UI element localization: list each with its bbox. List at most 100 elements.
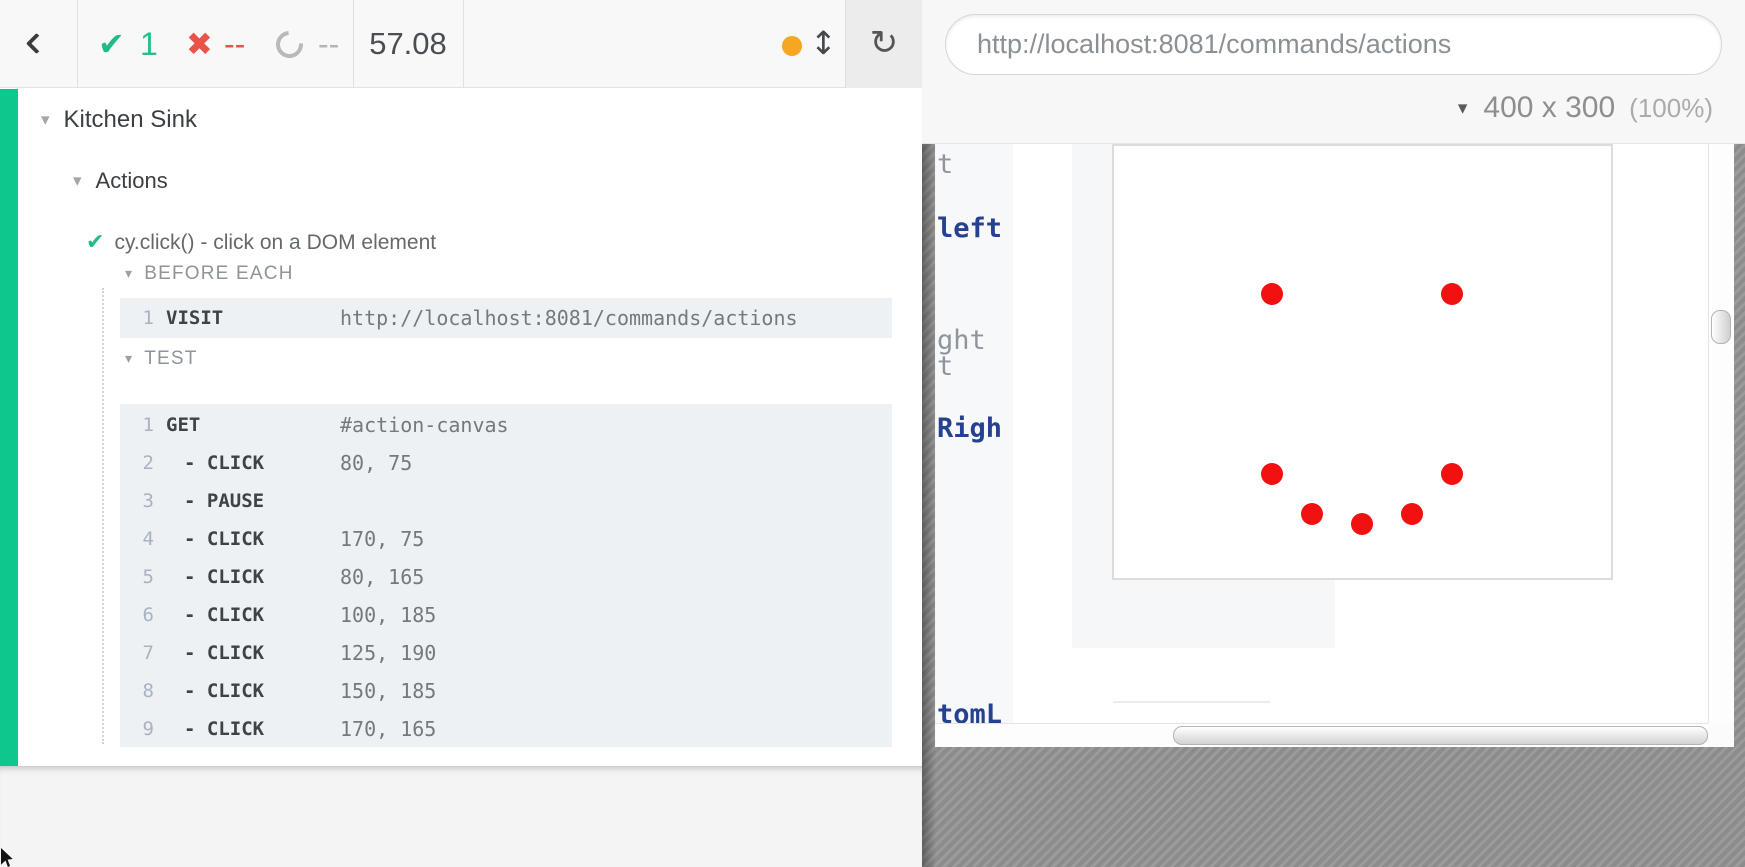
command-row[interactable]: 2 - CLICK 80, 75 xyxy=(120,444,892,482)
command-message: 170, 75 xyxy=(340,527,425,551)
hook-label: TEST xyxy=(144,348,198,369)
horizontal-scrollbar-thumb[interactable] xyxy=(1173,726,1708,745)
command-method: - CLICK xyxy=(184,452,265,474)
command-method: - CLICK xyxy=(184,680,265,702)
chevron-down-icon: ▾ xyxy=(41,110,50,130)
command-message: 100, 185 xyxy=(340,603,437,627)
suite-row[interactable]: ▾ Actions xyxy=(73,168,168,194)
click-dot xyxy=(1441,463,1463,485)
before-each-commands: 1 VISIT http://localhost:8081/commands/act… xyxy=(120,298,892,338)
test-row[interactable]: ✔ cy.click() - click on a DOM element xyxy=(86,230,436,255)
command-method: - PAUSE xyxy=(184,490,265,512)
command-number: 9 xyxy=(142,718,154,740)
reporter-panel: ✔ 1 ✖ -- -- 57.08 ↕ ↻ ▾ Kitchen Sink ▾ Act… xyxy=(0,0,922,766)
command-method: - CLICK xyxy=(184,718,265,740)
spec-root-row[interactable]: ▾ Kitchen Sink xyxy=(41,106,197,134)
command-message: 80, 165 xyxy=(340,565,425,589)
failed-count: -- xyxy=(224,26,246,62)
viewport-scale: (100%) xyxy=(1629,93,1713,123)
header-divider xyxy=(77,0,78,88)
command-number: 3 xyxy=(142,490,154,512)
failed-x-icon: ✖ xyxy=(186,25,213,63)
click-dot xyxy=(1401,503,1423,525)
command-message: 125, 190 xyxy=(340,641,437,665)
url-bar[interactable]: http://localhost:8081/commands/actions xyxy=(945,14,1722,75)
horizontal-scrollbar[interactable] xyxy=(935,723,1734,747)
click-dot xyxy=(1261,283,1283,305)
chevron-down-icon: ▾ xyxy=(125,266,134,282)
command-row[interactable]: 4 - CLICK 170, 75 xyxy=(120,520,892,558)
active-spec-bar xyxy=(0,89,18,766)
command-row[interactable]: 3 - PAUSE xyxy=(120,482,892,520)
test-passed-check-icon: ✔ xyxy=(86,230,105,255)
click-dot xyxy=(1301,503,1323,525)
command-row[interactable]: 1 GET #action-canvas xyxy=(120,406,892,444)
command-message: #action-canvas xyxy=(340,413,509,437)
command-row[interactable]: 5 - CLICK 80, 165 xyxy=(120,558,892,596)
passed-check-icon: ✔ xyxy=(98,25,125,63)
command-row[interactable]: 6 - CLICK 100, 185 xyxy=(120,596,892,634)
chevron-down-icon: ▾ xyxy=(1457,97,1468,119)
aut-iframe[interactable]: t left ght t Righ tomL xyxy=(935,144,1734,747)
hook-test-header[interactable]: ▾ TEST xyxy=(125,348,198,370)
viewport-selector[interactable]: ▾ 400 x 300 (100%) xyxy=(1458,88,1713,128)
code-fragment: ght xyxy=(937,325,986,356)
command-method: - CLICK xyxy=(184,566,265,588)
code-fragment: t xyxy=(937,149,954,180)
test-commands: 1 GET #action-canvas 2 - CLICK 80, 75 3 - PAUSE… xyxy=(120,404,892,747)
panel-shadow xyxy=(922,144,936,867)
reporter-footer-area xyxy=(0,766,922,867)
action-canvas[interactable] xyxy=(1112,144,1613,580)
header-divider xyxy=(463,0,464,88)
command-message: 150, 185 xyxy=(340,679,437,703)
passed-count: 1 xyxy=(140,26,158,62)
command-method: VISIT xyxy=(166,307,224,329)
duration-timer: 57.08 xyxy=(369,26,447,61)
divider xyxy=(1113,701,1270,703)
status-indicator-dot xyxy=(782,36,802,56)
refresh-button[interactable]: ↻ xyxy=(845,0,922,88)
click-dot xyxy=(1351,513,1373,535)
url-text: http://localhost:8081/commands/actions xyxy=(977,29,1452,59)
chevron-left-icon xyxy=(25,32,48,55)
pending-circle-icon xyxy=(270,25,309,64)
command-number: 2 xyxy=(142,452,154,474)
test-title: cy.click() - click on a DOM element xyxy=(114,231,437,254)
command-number: 6 xyxy=(142,604,154,626)
command-message: 80, 75 xyxy=(340,451,413,475)
command-log: ▾ Kitchen Sink ▾ Actions ✔ cy.click() - cli… xyxy=(0,89,922,766)
code-fragment: t xyxy=(937,351,954,382)
command-row[interactable]: 9 - CLICK 170, 165 xyxy=(120,710,892,748)
chevron-down-icon: ▾ xyxy=(125,351,134,367)
command-number: 4 xyxy=(142,528,154,550)
viewport-size: 400 x 300 xyxy=(1483,91,1616,124)
hook-before-each-header[interactable]: ▾ BEFORE EACH xyxy=(125,263,294,285)
scrollbar-corner xyxy=(1708,723,1734,747)
spec-root-label: Kitchen Sink xyxy=(63,106,197,133)
header-divider xyxy=(353,0,354,88)
command-method: - CLICK xyxy=(184,528,265,550)
mouse-cursor xyxy=(1,848,13,867)
command-row[interactable]: 7 - CLICK 125, 190 xyxy=(120,634,892,672)
click-dot xyxy=(1261,463,1283,485)
command-number: 1 xyxy=(142,414,154,436)
command-message: http://localhost:8081/commands/actions xyxy=(340,306,798,330)
back-button[interactable] xyxy=(0,0,77,88)
command-number: 8 xyxy=(142,680,154,702)
command-row[interactable]: 1 VISIT http://localhost:8081/commands/act… xyxy=(120,299,892,337)
code-fragment: Righ xyxy=(937,413,1003,444)
code-fragment: left xyxy=(937,213,1003,244)
aut-panel: http://localhost:8081/commands/actions ▾… xyxy=(922,0,1745,867)
command-row[interactable]: 8 - CLICK 150, 185 xyxy=(120,672,892,710)
command-number: 7 xyxy=(142,642,154,664)
scroll-updown-icon[interactable]: ↕ xyxy=(810,24,837,62)
aut-header: http://localhost:8081/commands/actions ▾… xyxy=(922,0,1745,144)
chevron-down-icon: ▾ xyxy=(73,171,82,191)
command-method: - CLICK xyxy=(184,642,265,664)
command-method: GET xyxy=(166,414,201,436)
hook-indent-line xyxy=(102,288,104,744)
vertical-scrollbar[interactable] xyxy=(1708,144,1734,723)
vertical-scrollbar-thumb[interactable] xyxy=(1711,310,1731,344)
code-block-left: t left ght t Righ tomL xyxy=(935,144,1013,730)
